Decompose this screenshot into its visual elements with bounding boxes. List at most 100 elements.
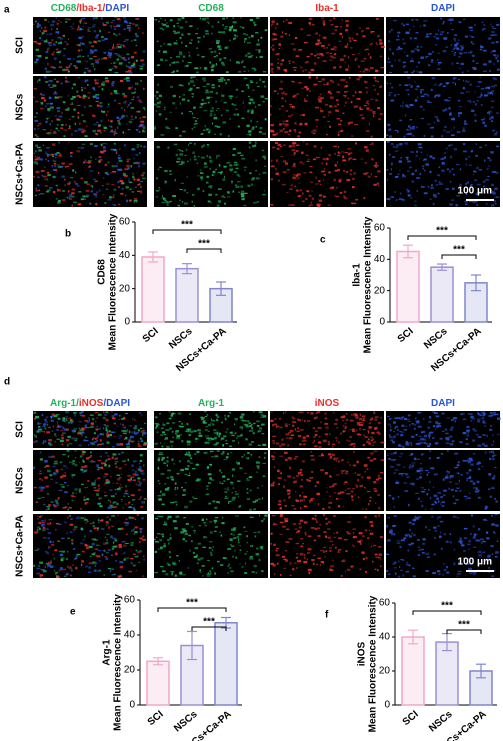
cell-signal — [121, 498, 123, 501]
cell-signal — [175, 153, 178, 157]
cell-signal — [56, 575, 58, 578]
cell-signal — [366, 107, 370, 110]
cell-signal — [225, 109, 229, 112]
cell-signal — [70, 422, 73, 424]
column-header: Iba-1 — [315, 3, 339, 14]
cell-signal — [56, 504, 59, 506]
cell-signal — [123, 558, 126, 561]
cell-signal — [400, 430, 402, 433]
micrograph-texture — [33, 76, 146, 138]
cell-signal — [377, 93, 379, 95]
cell-signal — [198, 524, 201, 527]
cell-signal — [46, 103, 49, 105]
cell-signal — [47, 426, 51, 428]
cell-signal — [459, 489, 462, 492]
cell-signal — [193, 555, 198, 558]
cell-signal — [248, 146, 251, 149]
cell-signal — [107, 119, 110, 122]
cell-signal — [121, 116, 123, 119]
cell-signal — [211, 567, 214, 570]
cell-signal — [333, 66, 337, 69]
cell-signal — [208, 185, 212, 188]
cell-signal — [442, 494, 446, 496]
cell-signal — [324, 103, 329, 106]
cell-signal — [45, 151, 47, 153]
cell-signal — [114, 488, 117, 491]
cell-signal — [469, 480, 474, 483]
cell-signal — [432, 425, 436, 428]
cell-signal — [480, 88, 485, 90]
cell-signal — [306, 61, 310, 63]
cell-signal — [103, 476, 107, 478]
cell-signal — [255, 82, 258, 84]
cell-signal — [194, 120, 198, 122]
cell-signal — [391, 497, 395, 500]
cell-signal — [98, 58, 101, 60]
cell-signal — [377, 422, 381, 424]
cell-signal — [470, 185, 472, 187]
micrograph — [270, 514, 384, 578]
cell-signal — [80, 527, 83, 531]
cell-signal — [373, 450, 378, 453]
cell-signal — [277, 179, 280, 182]
cell-signal — [402, 198, 405, 201]
cell-signal — [317, 81, 322, 83]
cell-signal — [323, 173, 327, 176]
cell-signal — [168, 427, 172, 430]
cell-signal — [260, 413, 264, 416]
micrograph-texture — [154, 514, 268, 577]
cell-signal — [57, 489, 62, 491]
cell-signal — [120, 44, 124, 47]
cell-signal — [491, 429, 493, 432]
cell-signal — [101, 553, 104, 557]
cell-signal — [180, 84, 184, 87]
cell-signal — [259, 78, 262, 81]
cell-signal — [201, 145, 205, 147]
cell-signal — [130, 529, 135, 532]
cell-signal — [273, 543, 276, 547]
cell-signal — [169, 533, 172, 536]
error-bar — [153, 657, 163, 666]
cell-signal — [49, 102, 53, 105]
cell-signal — [159, 482, 161, 485]
cell-signal — [35, 435, 37, 438]
cell-signal — [304, 69, 307, 71]
cell-signal — [52, 169, 56, 171]
cell-signal — [121, 417, 125, 420]
cell-signal — [274, 168, 277, 170]
cell-signal — [123, 58, 128, 61]
cell-signal — [139, 466, 142, 468]
cell-signal — [337, 551, 340, 553]
cell-signal — [215, 100, 217, 103]
cell-signal — [303, 495, 308, 498]
cell-signal — [184, 467, 189, 471]
cell-signal — [242, 26, 245, 29]
cell-signal — [129, 86, 134, 89]
cell-signal — [449, 18, 454, 21]
cell-signal — [65, 558, 68, 560]
cell-signal — [232, 17, 235, 20]
cell-signal — [166, 518, 169, 520]
cell-signal — [412, 519, 417, 522]
cell-signal — [420, 462, 422, 465]
cell-signal — [475, 539, 480, 542]
cell-signal — [327, 440, 330, 444]
cell-signal — [209, 187, 212, 189]
cell-signal — [52, 472, 57, 475]
cell-signal — [83, 496, 86, 499]
cell-signal — [244, 38, 247, 40]
cell-signal — [34, 20, 37, 23]
cell-signal — [155, 190, 160, 192]
cell-signal — [420, 46, 423, 48]
cell-signal — [90, 425, 94, 428]
cell-signal — [68, 118, 72, 120]
cell-signal — [323, 83, 326, 85]
cell-signal — [496, 68, 501, 71]
cell-signal — [259, 49, 261, 52]
cell-signal — [136, 161, 138, 164]
micrograph-texture — [386, 141, 500, 207]
cell-signal — [352, 442, 356, 445]
cell-signal — [247, 86, 250, 89]
cell-signal — [280, 155, 283, 158]
cell-signal — [471, 416, 473, 419]
